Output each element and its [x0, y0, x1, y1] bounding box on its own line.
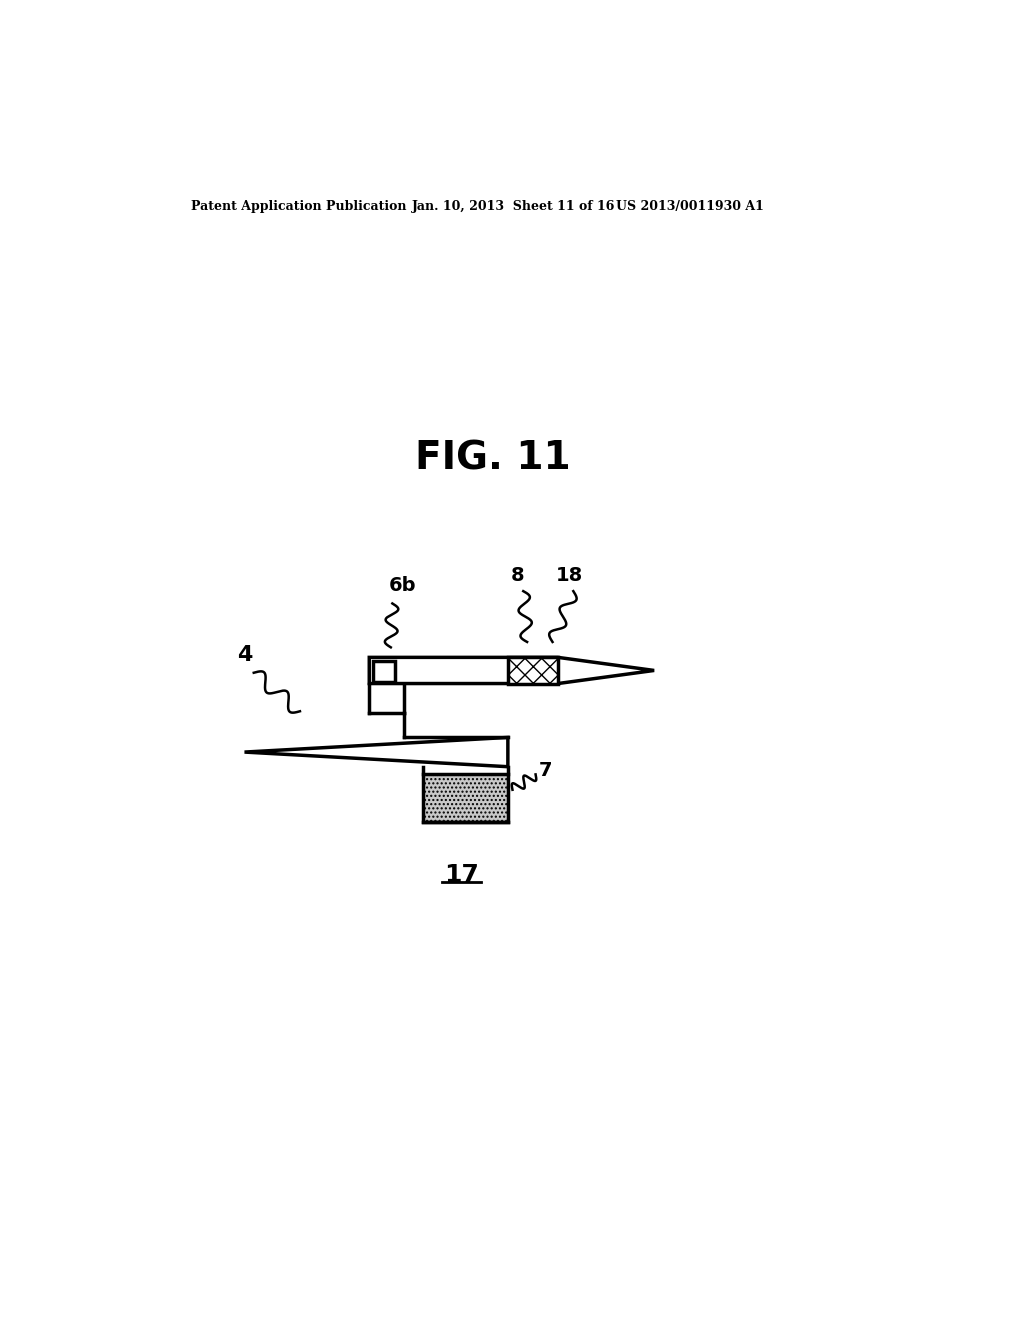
Polygon shape — [370, 657, 654, 684]
Bar — [423, 775, 508, 822]
Text: 17: 17 — [444, 862, 479, 887]
Text: 6b: 6b — [388, 577, 416, 595]
Text: US 2013/0011930 A1: US 2013/0011930 A1 — [615, 199, 764, 213]
Bar — [373, 661, 394, 682]
Text: 7: 7 — [539, 762, 552, 780]
Polygon shape — [245, 738, 508, 767]
Text: FIG. 11: FIG. 11 — [416, 440, 571, 478]
Text: Patent Application Publication: Patent Application Publication — [190, 199, 407, 213]
Text: 8: 8 — [511, 566, 524, 585]
Text: Jan. 10, 2013  Sheet 11 of 16: Jan. 10, 2013 Sheet 11 of 16 — [412, 199, 615, 213]
Text: 4: 4 — [237, 645, 252, 665]
Text: 18: 18 — [556, 566, 583, 585]
Bar — [508, 657, 558, 684]
